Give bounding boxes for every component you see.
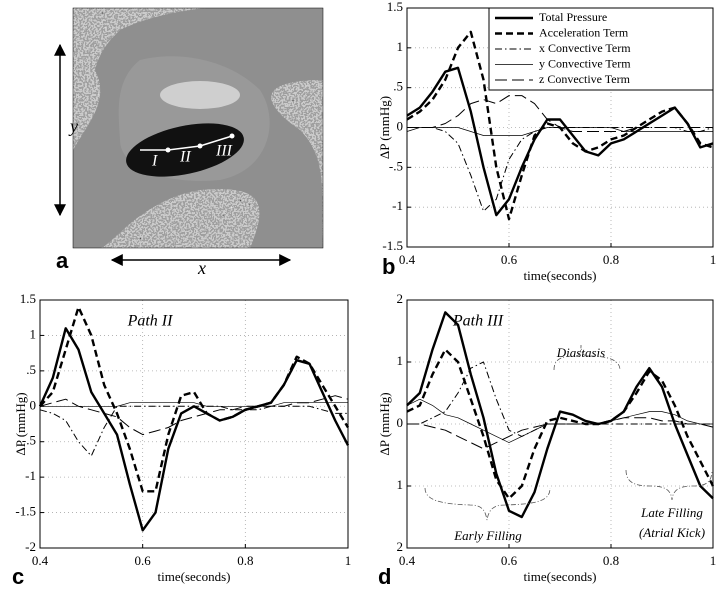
- panel-label: b: [382, 254, 395, 279]
- x-tick-label: 1: [710, 553, 716, 568]
- plot-area: [38, 305, 350, 532]
- x-tick-label: 1: [710, 252, 716, 267]
- x-tick-label: 0.4: [399, 553, 416, 568]
- x-tick-label: 0.6: [501, 553, 518, 568]
- panel-label: d: [378, 564, 391, 589]
- series-line: [39, 395, 349, 436]
- plot-area: [406, 311, 715, 519]
- path-label: I: [151, 153, 158, 170]
- series-line: [406, 311, 714, 519]
- annotation: Diastasis: [556, 345, 605, 360]
- y-tick-label: -2: [25, 539, 36, 554]
- annotation: Late Filling: [640, 505, 703, 520]
- brace: [625, 469, 713, 501]
- y-tick-label: 1.5: [387, 0, 403, 14]
- series-line: [39, 305, 350, 493]
- legend-entry: z Convective Term: [539, 72, 631, 86]
- plot-frame: [39, 299, 349, 549]
- brace: [553, 344, 621, 371]
- x-tick-label: 0.8: [237, 553, 253, 568]
- legend-entry: x Convective Term: [539, 41, 631, 55]
- x-tick-label: 0.6: [501, 252, 518, 267]
- y-tick-label: 1: [397, 353, 404, 368]
- brace: [424, 487, 551, 521]
- series-line: [39, 405, 348, 457]
- x-tick-label: 0.4: [399, 252, 416, 267]
- x-axis-label: time(seconds): [524, 268, 597, 283]
- annotation: (Atrial Kick): [639, 525, 705, 540]
- series-line: [407, 127, 714, 212]
- series-line: [406, 398, 713, 443]
- y-tick-label: 2: [397, 539, 404, 554]
- y-tick-label: -1: [25, 468, 36, 483]
- y-tick-label: -.5: [22, 433, 36, 448]
- x-tick-label: 0.4: [32, 553, 49, 568]
- y-tick-label: 0: [30, 397, 37, 412]
- panel-label: a: [56, 248, 69, 273]
- series-line: [407, 95, 713, 132]
- series-line: [40, 402, 348, 407]
- axis-label: x: [197, 258, 206, 278]
- x-tick-label: 0.6: [135, 553, 152, 568]
- y-tick-label: -1.5: [382, 238, 403, 253]
- y-tick-label: -1: [392, 198, 403, 213]
- y-tick-label: -.5: [389, 158, 403, 173]
- x-tick-label: 0.8: [603, 252, 619, 267]
- y-tick-label: -1.5: [15, 504, 36, 519]
- y-tick-label: 1: [397, 477, 404, 492]
- x-tick-label: 1: [345, 553, 352, 568]
- y-tick-label: .5: [393, 79, 403, 94]
- axis-label: y: [68, 116, 78, 136]
- y-tick-label: 1.5: [20, 291, 36, 306]
- series-line: [38, 327, 350, 532]
- panel-label: c: [12, 564, 24, 589]
- x-axis-label: time(seconds): [158, 569, 231, 584]
- series-line: [407, 417, 714, 450]
- path-label: II: [179, 149, 191, 166]
- y-axis-label: ΔP (mmHg): [377, 392, 392, 455]
- y-tick-label: 2: [397, 291, 404, 306]
- y-tick-label: 1: [30, 326, 37, 341]
- x-axis-label: time(seconds): [524, 569, 597, 584]
- y-tick-label: 1: [397, 39, 404, 54]
- series-line: [406, 348, 715, 500]
- series-line: [406, 66, 714, 217]
- y-tick-label: 0: [397, 415, 404, 430]
- legend-entry: y Convective Term: [539, 56, 631, 70]
- annotation: Path III: [452, 313, 504, 330]
- x-tick-label: 0.8: [603, 553, 619, 568]
- y-axis-label: ΔP (mmHg): [13, 392, 28, 455]
- annotation: Early Filling: [453, 528, 522, 543]
- path-label: III: [215, 143, 233, 160]
- y-tick-label: 0: [397, 118, 404, 133]
- y-tick-label: .5: [26, 362, 36, 377]
- legend-entry: Acceleration Term: [539, 25, 629, 39]
- image-frame: [72, 7, 324, 249]
- legend-entry: Total Pressure: [539, 10, 607, 24]
- annotation: Path II: [127, 313, 174, 330]
- y-axis-label: ΔP (mmHg): [377, 96, 392, 159]
- plot-area: [406, 30, 714, 221]
- mri-image: [73, 8, 323, 248]
